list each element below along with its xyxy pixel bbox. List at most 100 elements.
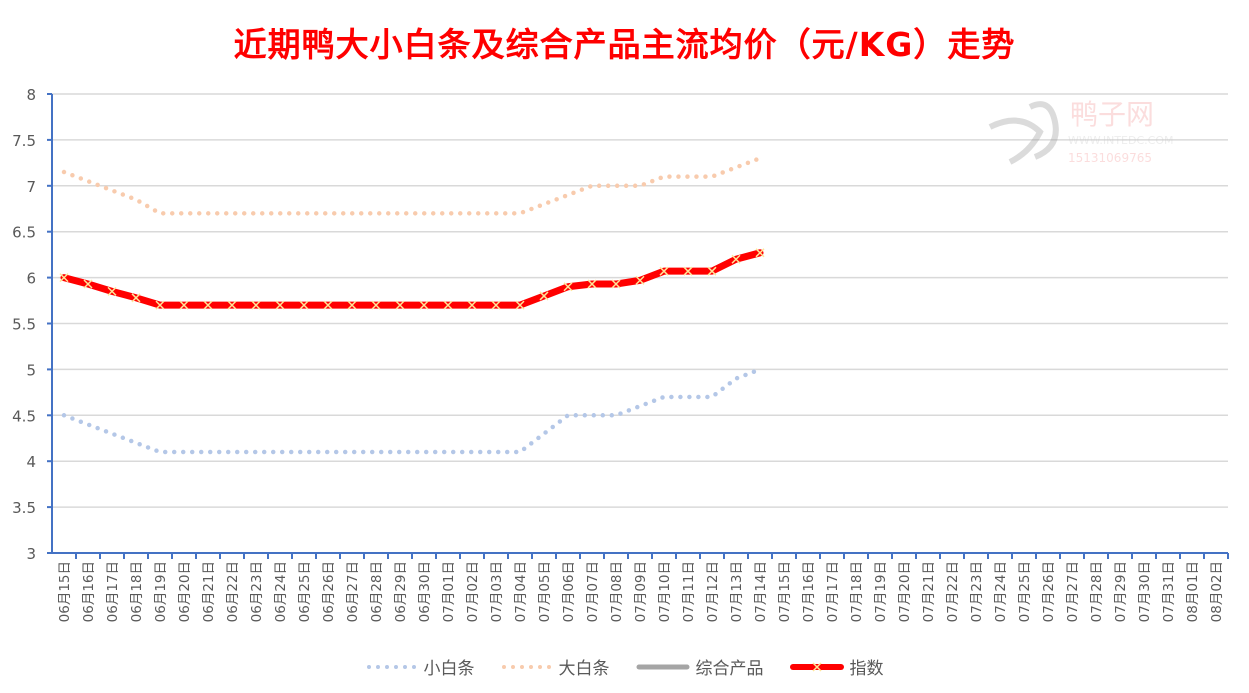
x-marker	[611, 279, 621, 289]
y-tick-label: 4	[26, 453, 36, 471]
x-tick-label: 07月21日	[921, 561, 937, 622]
x-marker	[107, 286, 117, 296]
x-tick-label: 07月05日	[537, 561, 553, 622]
x-tick-label: 07月20日	[897, 561, 913, 622]
x-tick-label: 07月13日	[729, 561, 745, 622]
legend-label: 大白条	[558, 659, 610, 679]
y-tick-label: 6	[26, 270, 36, 288]
watermark-logo: 鸭子网 WWW.INTEDC.COM 15131069765	[988, 98, 1173, 165]
legend-item-index[interactable]: 指数	[789, 654, 884, 679]
x-tick-label: 06月22日	[225, 561, 241, 622]
x-tick-label: 07月04日	[513, 561, 529, 622]
x-tick-label: 06月17日	[105, 561, 121, 622]
x-tick-label: 06月23日	[249, 561, 265, 622]
x-marker	[179, 300, 189, 310]
legend-swatch-composite	[636, 664, 689, 669]
x-tick-label: 06月15日	[57, 561, 73, 622]
x-marker	[683, 266, 693, 276]
legend-label: 指数	[849, 659, 884, 679]
x-marker	[635, 275, 645, 285]
x-tick-label: 06月28日	[369, 561, 385, 622]
series-line-0	[61, 367, 763, 455]
x-marker	[251, 300, 261, 310]
chart-title: 近期鸭大小白条及综合产品主流均价（元/KG）走势	[233, 25, 1016, 64]
x-tick-label: 07月30日	[1137, 561, 1153, 622]
x-marker	[347, 300, 357, 310]
watermark-url: WWW.INTEDC.COM	[1068, 134, 1173, 147]
x-tick-label: 06月26日	[321, 561, 337, 622]
watermark-phone: 15131069765	[1068, 151, 1152, 165]
x-marker	[515, 300, 525, 310]
x-marker	[299, 300, 309, 310]
x-tick-label: 07月01日	[441, 561, 457, 622]
x-marker	[323, 300, 333, 310]
legend-item-big[interactable]: 大白条	[501, 654, 610, 679]
x-marker	[395, 300, 405, 310]
x-marker	[83, 279, 93, 289]
x-marker	[659, 266, 669, 276]
x-tick-label: 06月29日	[393, 561, 409, 622]
x-marker	[131, 293, 141, 303]
x-tick-label: 06月20日	[177, 561, 193, 622]
y-tick-label: 8	[26, 86, 36, 104]
legend-item-composite[interactable]: 综合产品	[636, 654, 764, 679]
legend-swatch-big	[501, 664, 553, 669]
x-marker	[731, 254, 741, 264]
x-marker	[371, 300, 381, 310]
x-tick-label: 07月28日	[1089, 561, 1105, 622]
x-marker	[563, 282, 573, 292]
series-line-1	[61, 156, 763, 216]
x-tick-label: 07月25日	[1017, 561, 1033, 622]
x-tick-label: 08月01日	[1185, 561, 1201, 622]
x-marker	[467, 300, 477, 310]
x-tick-label: 07月22日	[945, 561, 961, 622]
x-tick-label: 07月09日	[633, 561, 649, 622]
x-tick-label: 07月18日	[849, 561, 865, 622]
x-marker	[587, 279, 597, 289]
y-tick-label: 7	[26, 178, 36, 196]
x-tick-label: 07月12日	[705, 561, 721, 622]
x-tick-label: 07月19日	[873, 561, 889, 622]
x-marker	[155, 300, 165, 310]
x-tick-label: 07月08日	[609, 561, 625, 622]
x-tick-label: 06月18日	[129, 561, 145, 622]
x-tick-label: 08月02日	[1209, 561, 1225, 622]
x-marker	[203, 300, 213, 310]
x-tick-label: 07月03日	[489, 561, 505, 622]
legend-swatch-index	[789, 661, 844, 672]
x-marker	[539, 291, 549, 301]
x-tick-label: 07月24日	[993, 561, 1009, 622]
x-tick-label: 07月16日	[801, 561, 817, 622]
x-marker	[443, 300, 453, 310]
x-tick-label: 07月07日	[585, 561, 601, 622]
x-tick-label: 07月06日	[561, 561, 577, 622]
x-marker	[491, 300, 501, 310]
y-tick-label: 3	[26, 545, 36, 563]
x-tick-label: 06月21日	[201, 561, 217, 622]
x-tick-label: 07月26日	[1041, 561, 1057, 622]
x-marker	[707, 266, 717, 276]
legend-item-small[interactable]: 小白条	[366, 654, 475, 679]
series-line-3	[60, 249, 764, 309]
x-marker	[227, 300, 237, 310]
legend-label: 综合产品	[695, 659, 764, 679]
x-tick-label: 06月16日	[81, 561, 97, 622]
x-tick-label: 06月19日	[153, 561, 169, 622]
x-tick-label: 06月24日	[273, 561, 289, 622]
y-tick-label: 7.5	[12, 132, 36, 150]
y-tick-label: 5	[26, 361, 36, 379]
chart-legend: 小白条 大白条 综合产品 指数	[0, 654, 1249, 679]
x-tick-label: 07月15日	[777, 561, 793, 622]
y-tick-label: 3.5	[12, 499, 36, 517]
legend-swatch-small	[366, 664, 418, 669]
x-marker	[275, 300, 285, 310]
x-marker	[755, 248, 765, 258]
x-tick-label: 07月27日	[1065, 561, 1081, 622]
x-tick-label: 07月29日	[1113, 561, 1129, 622]
x-tick-label: 06月27日	[345, 561, 361, 622]
x-tick-label: 07月31日	[1161, 561, 1177, 622]
x-tick-label: 06月30日	[417, 561, 433, 622]
x-marker	[59, 273, 69, 283]
